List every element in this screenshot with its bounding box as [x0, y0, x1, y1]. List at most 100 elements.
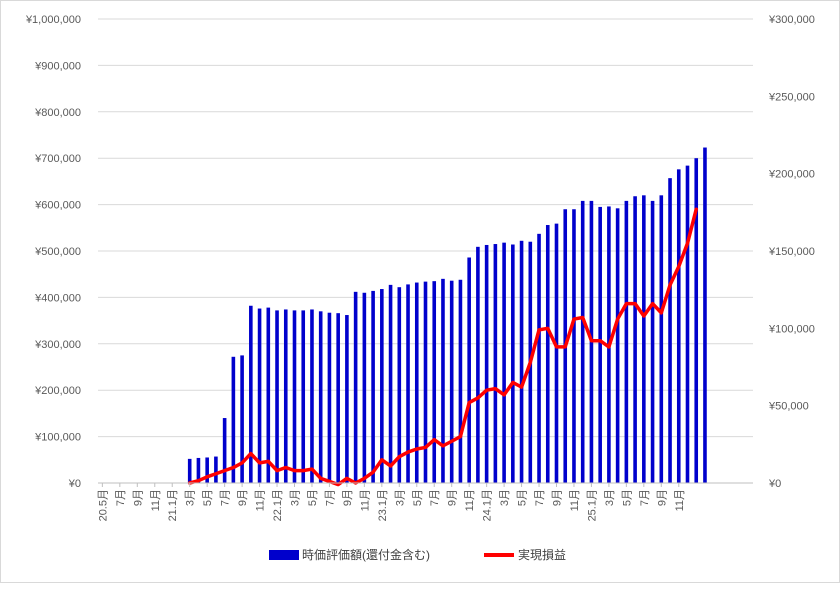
bar [676, 169, 681, 483]
x-tick-label: 9月 [132, 489, 144, 506]
y-right-tick-label: ¥150,000 [768, 246, 815, 258]
bar [414, 282, 419, 483]
bar [642, 195, 646, 483]
y-left-tick-label: ¥700,000 [34, 153, 81, 165]
bar [336, 313, 340, 483]
x-tick-label: 7月 [534, 489, 546, 506]
x-tick-label: 11月 [150, 489, 162, 511]
x-tick-label: 9月 [342, 489, 354, 506]
bar [397, 287, 402, 483]
bar-series [187, 147, 707, 484]
bar [249, 305, 253, 483]
bar [388, 284, 393, 483]
x-tick-label: 9月 [656, 489, 668, 506]
y-left-tick-label: ¥600,000 [34, 200, 81, 212]
bar [327, 312, 332, 483]
y-right-tick-label: ¥0 [768, 478, 781, 490]
x-tick-label: 11月 [359, 489, 371, 511]
x-tick-label: 11月 [674, 489, 686, 511]
y-axis-right: ¥0 ¥50,000 ¥100,000 ¥150,000 ¥200,000 ¥250,00… [768, 14, 815, 490]
bar [301, 310, 306, 483]
bar [318, 311, 323, 483]
y-right-tick-label: ¥250,000 [768, 91, 815, 103]
x-tick-label: 11月 [569, 489, 581, 511]
bar [214, 456, 218, 483]
bar [257, 308, 262, 483]
x-tick-label: 3月 [394, 489, 406, 506]
x-tick-label: 21.1月 [167, 489, 179, 521]
x-tick-label: 11月 [464, 489, 476, 511]
bar [537, 233, 541, 483]
x-tick-label: 24.1月 [482, 489, 494, 521]
bar [292, 310, 297, 483]
bar [580, 200, 585, 483]
bar [659, 195, 664, 483]
bar [231, 356, 236, 483]
bar [310, 309, 314, 483]
x-tick-label: 5月 [621, 489, 633, 506]
bar [196, 457, 201, 483]
y-right-tick-label: ¥200,000 [768, 169, 815, 181]
bar [545, 225, 550, 484]
x-tick-label: 5月 [202, 489, 214, 506]
y-axis-left: ¥0 ¥100,000 ¥200,000 ¥300,000 ¥400,000 ¥500,0… [25, 14, 81, 490]
x-tick-label: 7月 [324, 489, 336, 506]
bar [187, 458, 192, 483]
x-tick-label: 11月 [255, 489, 267, 511]
bar [694, 158, 699, 483]
y-left-tick-label: ¥200,000 [34, 385, 81, 397]
y-right-tick-label: ¥300,000 [768, 14, 815, 26]
y-left-tick-label: ¥1,000,000 [25, 14, 81, 26]
x-tick-label: 7月 [429, 489, 441, 506]
x-tick-label: 3月 [604, 489, 616, 506]
bar [493, 244, 498, 483]
bar [650, 200, 655, 483]
y-left-tick-label: ¥0 [68, 478, 81, 490]
x-tick-label: 22.1月 [272, 489, 284, 521]
bar [502, 242, 506, 483]
bar [205, 457, 209, 483]
x-tick-label: 3月 [290, 489, 302, 506]
bar [423, 281, 428, 483]
x-tick-label: 9月 [552, 489, 564, 506]
y-left-tick-label: ¥100,000 [34, 432, 81, 444]
x-tick-label: 7月 [115, 489, 127, 506]
bar [519, 240, 524, 483]
bar [476, 246, 480, 483]
legend-label-line: 実現損益 [518, 547, 566, 562]
y-right-tick-label: ¥100,000 [768, 323, 815, 335]
bar [572, 209, 576, 484]
bar [266, 307, 271, 483]
bar [624, 200, 629, 483]
x-tick-label: 20.5月 [97, 489, 109, 521]
y-left-tick-label: ¥800,000 [34, 107, 81, 119]
legend-label-bars: 時価評価額(還付金含む) [302, 547, 430, 562]
bar [467, 257, 471, 483]
bar [633, 196, 637, 484]
x-tick-label: 3月 [499, 489, 511, 506]
x-tick-label: 5月 [307, 489, 319, 506]
bar [371, 290, 375, 483]
bar [441, 278, 445, 483]
bar [275, 310, 279, 483]
x-tick-label: 5月 [517, 489, 529, 506]
x-tick-label: 23.1月 [377, 489, 389, 521]
bar [380, 289, 384, 483]
x-tick-label: 7月 [639, 489, 651, 506]
x-tick-label: 7月 [220, 489, 232, 506]
bar [554, 223, 559, 483]
y-right-tick-label: ¥50,000 [768, 401, 809, 413]
bar [353, 291, 358, 483]
bar [484, 244, 489, 483]
legend[interactable]: 時価評価額(還付金含む) 実現損益 [269, 547, 566, 562]
y-left-tick-label: ¥300,000 [34, 339, 81, 351]
bar [406, 284, 410, 483]
y-left-tick-label: ¥400,000 [34, 292, 81, 304]
bar [598, 206, 602, 484]
x-tick-label: 25.1月 [586, 489, 598, 521]
bar [240, 355, 244, 483]
bar [222, 418, 227, 483]
line-series [187, 207, 698, 487]
bar [362, 292, 367, 483]
